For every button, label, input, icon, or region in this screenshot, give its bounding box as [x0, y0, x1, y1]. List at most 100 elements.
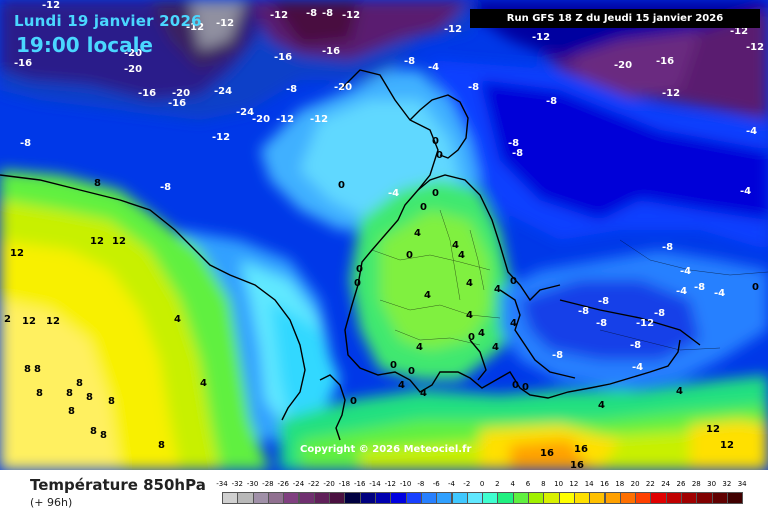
legend-tick: 32 [722, 480, 732, 488]
temperature-value-label: 12 [10, 248, 24, 259]
temperature-value-label: 8 [100, 430, 107, 441]
temperature-value-label: -12 [310, 114, 328, 125]
legend-tick: 0 [479, 480, 485, 488]
temperature-value-label: 12 [720, 440, 734, 451]
temperature-value-label: 4 [458, 250, 465, 261]
temperature-value-label: -12 [444, 24, 462, 35]
temperature-value-label: -12 [186, 22, 204, 33]
temperature-value-label: 4 [494, 284, 501, 295]
temperature-value-label: -20 [172, 88, 190, 99]
temperature-value-label: 0 [436, 150, 443, 161]
temperature-value-label: 4 [510, 318, 517, 329]
legend-swatch [466, 492, 484, 504]
legend-tick: 8 [541, 480, 546, 488]
legend-swatch [665, 492, 682, 504]
temperature-value-label: -4 [680, 266, 691, 277]
temperature-value-label: 4 [452, 240, 459, 251]
temperature-value-label: -4 [740, 186, 751, 197]
legend-tick: 26 [676, 480, 686, 488]
temperature-value-label: 0 [356, 264, 363, 275]
legend-swatch [497, 492, 514, 504]
temperature-value-label: -12 [42, 0, 60, 11]
legend-tick: 18 [615, 480, 625, 488]
temperature-value-label: -20 [334, 82, 352, 93]
legend-swatch [267, 492, 285, 504]
temperature-value-label: -20 [124, 64, 142, 75]
temperature-value-label: 16 [570, 460, 584, 470]
temperature-value-label: -8 [286, 84, 297, 95]
temperature-value-label: 12 [46, 316, 60, 327]
temperature-value-label: -24 [236, 107, 254, 118]
temperature-value-label: -8 [662, 242, 673, 253]
temperature-value-label: 0 [354, 278, 361, 289]
legend-tick: -26 [277, 480, 289, 488]
temperature-value-label: -12 [636, 318, 654, 329]
legend-tick: -24 [292, 480, 305, 488]
temperature-value-label: 4 [416, 342, 423, 353]
legend-swatch [313, 492, 331, 504]
legend-swatch [543, 492, 560, 504]
model-run-info: Run GFS 18 Z du Jeudi 15 janvier 2026 [470, 9, 760, 28]
legend-tick: 2 [495, 480, 500, 488]
temperature-field [0, 0, 768, 470]
temperature-value-label: 4 [200, 378, 207, 389]
temperature-value-label: -8 [404, 56, 415, 67]
temperature-value-label: 2 [4, 314, 11, 325]
temperature-value-label: 4 [398, 380, 405, 391]
forecast-offset: (+ 96h) [30, 496, 73, 509]
temperature-value-label: 4 [420, 388, 427, 399]
legend-tick: -16 [353, 480, 366, 488]
copyright-notice: Copyright © 2026 Meteociel.fr [300, 444, 472, 455]
temperature-value-label: -12 [216, 18, 234, 29]
legend-tick: -18 [338, 480, 351, 488]
legend-swatch [329, 492, 346, 504]
legend-tick: 12 [569, 480, 579, 488]
legend-tick: -4 [448, 480, 455, 488]
temperature-value-label: 16 [540, 448, 554, 459]
legend-swatch [635, 492, 652, 504]
temperature-value-label: 0 [408, 366, 415, 377]
temperature-value-label: -16 [322, 46, 340, 57]
temperature-value-label: -8 [630, 340, 641, 351]
temperature-value-label: -8 [468, 82, 479, 93]
temperature-value-label: -8 [596, 318, 607, 329]
temperature-value-label: 4 [598, 400, 605, 411]
temperature-value-label: -16 [656, 56, 674, 67]
temperature-value-label: -8 [160, 182, 171, 193]
legend-swatch [222, 492, 239, 504]
legend-swatch [558, 492, 575, 504]
temperature-value-label: -12 [276, 114, 294, 125]
temperature-value-label: -4 [632, 362, 643, 373]
temperature-value-label: 12 [90, 236, 104, 247]
temperature-value-label: -12 [270, 10, 288, 21]
temperature-value-label: 8 [90, 426, 97, 437]
legend-swatch [298, 492, 315, 504]
temperature-value-label: 8 [66, 388, 73, 399]
legend-swatch [650, 492, 667, 504]
temperature-value-label: 12 [112, 236, 126, 247]
legend-swatch [528, 492, 545, 504]
legend-swatch [512, 492, 529, 504]
temperature-value-label: 4 [414, 228, 421, 239]
temperature-value-label: -4 [676, 286, 687, 297]
legend-tick: 28 [691, 480, 701, 488]
temperature-value-label: -12 [342, 10, 360, 21]
legend-tick: 10 [554, 480, 564, 488]
forecast-time: 19:00 locale [16, 33, 153, 57]
temperature-value-label: -20 [614, 60, 632, 71]
temperature-value-label: -12 [730, 26, 748, 37]
legend-swatch [589, 492, 606, 504]
temperature-value-label: -8 [546, 96, 557, 107]
legend-tick: -20 [323, 480, 335, 488]
temperature-value-label: 8 [86, 392, 93, 403]
temperature-value-label: -8 [512, 148, 523, 159]
legend-tick: 14 [584, 480, 594, 488]
legend-tick: 34 [737, 480, 747, 488]
temperature-value-label: -4 [714, 288, 725, 299]
legend-swatch [344, 492, 361, 504]
legend-swatch [359, 492, 376, 504]
legend-tick: -22 [308, 480, 320, 488]
temperature-value-label: 0 [420, 202, 427, 213]
legend-swatch [420, 492, 438, 504]
temperature-value-label: 8 [108, 396, 115, 407]
